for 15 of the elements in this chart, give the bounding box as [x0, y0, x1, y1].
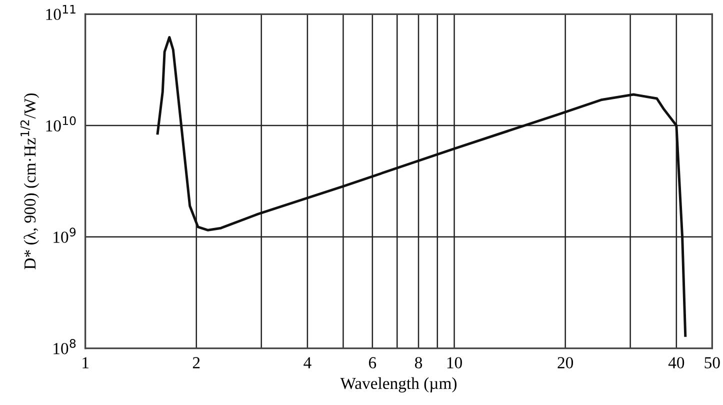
x-tick-label: 10: [447, 357, 462, 368]
y-tick-label: 10$^{9}$: [54, 228, 76, 243]
y-tick-label: 10$^{11}$: [46, 4, 76, 20]
x-tick-label: 8: [414, 357, 422, 368]
x-tick-label: 40: [668, 357, 684, 368]
y-tick-label: 10$^{10}$: [46, 116, 76, 132]
x-tick-label: 6: [368, 357, 376, 368]
x-tick-label: 50: [704, 357, 720, 368]
x-tick-label: 1: [82, 357, 88, 368]
y-tick-label: 10$^{8}$: [54, 339, 76, 354]
x-tick-label: 20: [558, 357, 574, 368]
x-tick-label: 4: [304, 357, 312, 368]
x-tick-label: 2: [192, 357, 200, 368]
x-axis-title: Wavelength (µm): [340, 377, 457, 392]
y-axis-title: D* (λ, 900) (cm·Hz$^{1/2}$/W): [20, 93, 40, 270]
